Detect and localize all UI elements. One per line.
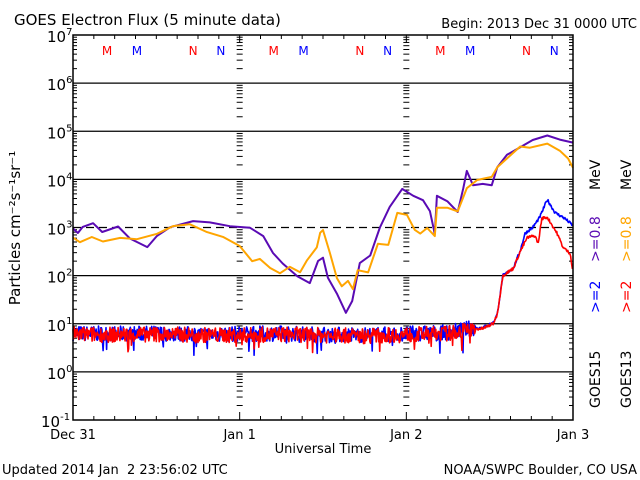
y-tick-base: 10 [47, 365, 66, 383]
legend-goes15-e2: >=2 [588, 281, 604, 313]
legend-goes13-e2: >=2 [619, 281, 635, 313]
legend-goes15-sat: GOES15 [588, 351, 604, 408]
event-marker-n: N [383, 44, 392, 58]
updated-timestamp: Updated 2014 Jan 2 23:56:02 UTC [2, 463, 228, 478]
y-tick-label: 107 [47, 27, 72, 46]
x-tick-label: Jan 2 [389, 428, 422, 443]
y-tick-label: 104 [47, 171, 72, 190]
y-tick-base: 10 [47, 172, 66, 190]
legend-goes13: MeV >=0.8 >=2 GOES13 [619, 159, 635, 408]
x-tick-label: Dec 31 [50, 428, 96, 443]
x-axis-label: Universal Time [275, 442, 372, 457]
y-tick-base: 10 [47, 76, 66, 94]
y-axis-label: Particles cm⁻²s⁻¹sr⁻¹ [6, 151, 24, 305]
y-tick-base: 10 [47, 124, 66, 142]
event-marker-m: M [298, 44, 308, 58]
y-tick-exponent: 1 [66, 316, 72, 327]
gridlines [73, 82, 573, 373]
y-tick-base: 10 [47, 28, 66, 46]
y-tick-label: 106 [47, 75, 72, 94]
y-tick-exponent: 3 [66, 220, 72, 231]
y-tick-exponent: 5 [66, 123, 72, 134]
y-tick-label: 103 [47, 220, 72, 239]
y-tick-exponent: 2 [66, 268, 72, 279]
y-tick-exponent: -1 [60, 412, 70, 423]
y-tick-exponent: 7 [66, 27, 72, 38]
x-tick-label: Jan 1 [222, 428, 255, 443]
y-tick-base: 10 [47, 317, 66, 335]
y-tick-base: 10 [47, 221, 66, 239]
legend-goes13-sat: GOES13 [619, 351, 635, 408]
y-tick-label: 100 [47, 364, 72, 383]
series-line-goes13-2-mev [72, 216, 574, 354]
series-line-goes15-0-8-mev [72, 134, 574, 314]
event-marker-m: M [435, 44, 445, 58]
event-marker-n: N [355, 44, 364, 58]
y-tick-exponent: 0 [66, 364, 72, 375]
y-tick-label: 101 [47, 316, 72, 335]
x-tick-label: Jan 3 [556, 428, 589, 443]
event-marker-n: N [189, 44, 198, 58]
y-tick-exponent: 4 [66, 171, 72, 182]
y-tick-base: 10 [47, 269, 66, 287]
plot-frame [72, 34, 574, 421]
credit-label: NOAA/SWPC Boulder, CO USA [444, 463, 637, 478]
event-marker-m: M [465, 44, 475, 58]
begin-label: Begin: 2013 Dec 31 0000 UTC [441, 17, 637, 32]
event-marker-n: N [522, 44, 531, 58]
series-line-goes13-0-8-mev [72, 142, 574, 291]
event-marker-n: N [216, 44, 225, 58]
x-tick-labels: Dec 31 Jan 1 Jan 2 Jan 3 [50, 428, 589, 443]
series-group [72, 134, 574, 356]
event-marker-n: N [550, 44, 559, 58]
legend-goes13-e08: >=0.8 [619, 216, 635, 262]
y-tick-label: 102 [47, 268, 72, 287]
legend-goes15-unit: MeV [588, 159, 604, 190]
legend-goes13-unit: MeV [619, 159, 635, 190]
chart-title: GOES Electron Flux (5 minute data) [14, 11, 281, 29]
event-marker-m: M [269, 44, 279, 58]
event-marker-m: M [132, 44, 142, 58]
event-marker-m: M [102, 44, 112, 58]
y-tick-exponent: 6 [66, 75, 72, 86]
legend-goes15: MeV >=0.8 >=2 GOES15 [588, 159, 604, 408]
legend-goes15-e08: >=0.8 [588, 216, 604, 262]
y-tick-base: 10 [41, 413, 60, 431]
y-tick-label: 10-1 [41, 412, 70, 431]
y-tick-label: 105 [47, 123, 72, 142]
